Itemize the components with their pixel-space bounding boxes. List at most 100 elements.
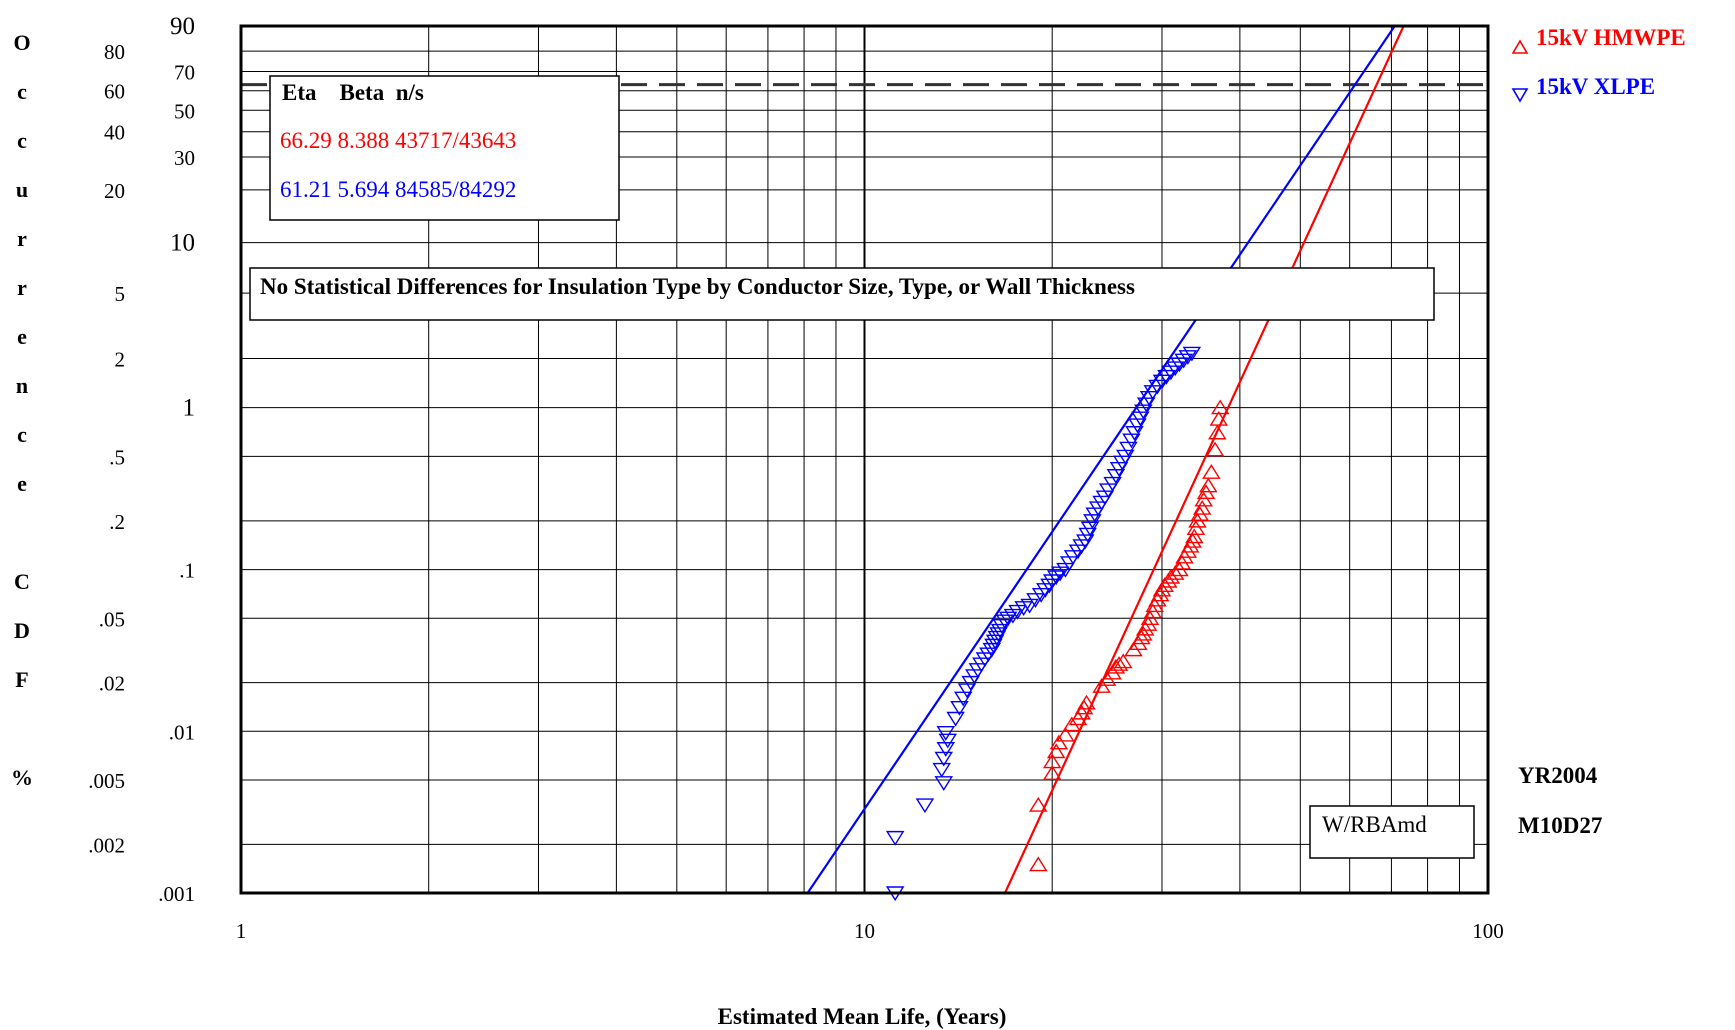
data-point-15kv-xlpe: [946, 711, 965, 727]
data-point-15kv-xlpe: [1170, 357, 1189, 373]
data-point-15kv-hmwpe: [1029, 856, 1048, 872]
y-axis-letter: F: [15, 667, 28, 692]
data-points: [885, 346, 1230, 902]
data-point-15kv-hmwpe: [1049, 734, 1069, 750]
data-point-15kv-hmwpe: [1209, 410, 1229, 426]
data-point-15kv-hmwpe: [1109, 656, 1129, 671]
data-point-15kv-hmwpe: [1077, 694, 1096, 710]
y-tick-label: .2: [109, 510, 125, 534]
data-point-15kv-xlpe: [915, 798, 935, 814]
data-point-15kv-xlpe: [995, 614, 1015, 630]
y-tick-label: 50: [174, 99, 195, 123]
data-point-15kv-xlpe: [953, 691, 973, 707]
data-point-15kv-xlpe: [1157, 369, 1176, 385]
data-point-15kv-xlpe: [1174, 353, 1193, 369]
data-point-15kv-hmwpe: [1208, 424, 1227, 440]
data-point-15kv-xlpe: [998, 611, 1018, 627]
data-point-15kv-hmwpe: [1056, 726, 1075, 742]
data-point-15kv-xlpe: [1078, 527, 1097, 543]
plot-frame: [239, 24, 1490, 895]
parameter-table-header: Eta Beta n/s: [282, 80, 424, 105]
data-point-15kv-hmwpe: [1134, 625, 1153, 641]
data-point-15kv-hmwpe: [1205, 441, 1225, 457]
y-tick-label: .02: [99, 672, 125, 696]
data-point-15kv-xlpe: [936, 726, 956, 741]
data-point-15kv-xlpe: [1042, 574, 1062, 590]
stamp-year: YR2004: [1518, 763, 1598, 788]
data-point-15kv-xlpe: [1083, 514, 1102, 530]
note-box: No Statistical Differences for Insulatio…: [249, 267, 1435, 321]
data-point-15kv-xlpe: [934, 776, 954, 791]
data-point-15kv-hmwpe: [1106, 658, 1126, 674]
data-point-15kv-xlpe: [1178, 350, 1198, 365]
data-point-15kv-xlpe: [1026, 593, 1045, 608]
y-tick-label: 30: [174, 146, 195, 170]
x-tick-label: 10: [854, 919, 875, 943]
y-axis-letter: r: [17, 275, 27, 300]
data-point-15kv-xlpe: [1161, 365, 1181, 381]
y-axis-letter: c: [17, 422, 27, 447]
y-tick-label: .1: [179, 559, 195, 583]
y-tick-label: 80: [104, 40, 125, 64]
data-point-15kv-xlpe: [950, 700, 969, 716]
data-point-15kv-hmwpe: [1186, 520, 1206, 535]
y-axis-letter: e: [17, 471, 27, 496]
data-point-15kv-hmwpe: [1042, 765, 1062, 780]
data-point-15kv-hmwpe: [1046, 743, 1066, 759]
data-point-15kv-hmwpe: [1155, 577, 1174, 592]
data-point-15kv-xlpe: [932, 762, 951, 778]
data-point-15kv-xlpe: [990, 623, 1010, 639]
data-point-15kv-xlpe: [1182, 346, 1202, 362]
data-point-15kv-xlpe: [938, 733, 958, 749]
y-axis-letter: u: [16, 177, 28, 202]
data-point-15kv-hmwpe: [1185, 528, 1204, 544]
y-axis-letter: n: [16, 373, 28, 398]
y-tick-label: .001: [158, 882, 195, 906]
y-axis-letter: O: [13, 30, 30, 55]
data-point-15kv-xlpe: [1165, 361, 1185, 377]
data-point-15kv-xlpe: [1020, 598, 1039, 614]
data-point-15kv-hmwpe: [1202, 464, 1221, 479]
data-point-15kv-hmwpe: [1072, 704, 1091, 720]
y-tick-label: .01: [169, 720, 195, 744]
y-tick-label: 5: [115, 282, 126, 306]
legend-label-xlpe: 15kV XLPE: [1536, 74, 1655, 99]
data-point-15kv-hmwpe: [1165, 565, 1185, 580]
parameter-row-xlpe: 61.21 5.694 84585/84292: [280, 177, 516, 202]
y-tick-label: 10: [170, 230, 195, 257]
data-point-15kv-xlpe: [1119, 441, 1138, 457]
data-point-15kv-hmwpe: [1210, 399, 1230, 415]
y-tick-label: 20: [104, 179, 125, 203]
data-point-15kv-hmwpe: [1113, 653, 1133, 669]
y-axis-letter: D: [14, 618, 30, 643]
y-tick-label: .05: [99, 607, 125, 631]
data-point-15kv-xlpe: [1109, 462, 1129, 477]
method-text: W/RBAmd: [1322, 812, 1427, 837]
data-point-15kv-xlpe: [885, 830, 905, 846]
y-tick-label: 1: [183, 395, 196, 422]
data-point-15kv-hmwpe: [1192, 499, 1212, 515]
parameter-table: Eta Beta n/s 66.29 8.388 43717/43643 61.…: [269, 75, 620, 221]
fit-line-15kv-xlpe: [806, 26, 1396, 893]
y-tick-label: .5: [109, 445, 125, 469]
data-point-15kv-hmwpe: [1199, 477, 1218, 493]
legend: 15kV HMWPE 15kV XLPE: [1511, 25, 1686, 103]
x-tick-labels: 1 10 100: [236, 919, 1504, 943]
y-axis-letter: C: [14, 569, 30, 594]
x-tick-label: 1: [236, 919, 247, 943]
y-tick-label: 70: [174, 61, 195, 85]
fit-line-15kv-hmwpe: [1004, 26, 1405, 893]
data-point-15kv-xlpe: [1046, 570, 1066, 586]
data-point-15kv-hmwpe: [1161, 568, 1181, 584]
y-tick-label: 60: [104, 80, 125, 104]
data-point-15kv-xlpe: [1076, 534, 1095, 550]
y-axis-letter: e: [17, 324, 27, 349]
y-axis-letter: r: [17, 226, 27, 251]
data-point-15kv-xlpe: [1003, 608, 1023, 624]
fit-lines: [806, 26, 1405, 893]
y-tick-label: .002: [88, 833, 125, 857]
y-axis-letter: c: [17, 79, 27, 104]
parameter-row-hmwpe: 66.29 8.388 43717/43643: [280, 128, 516, 153]
